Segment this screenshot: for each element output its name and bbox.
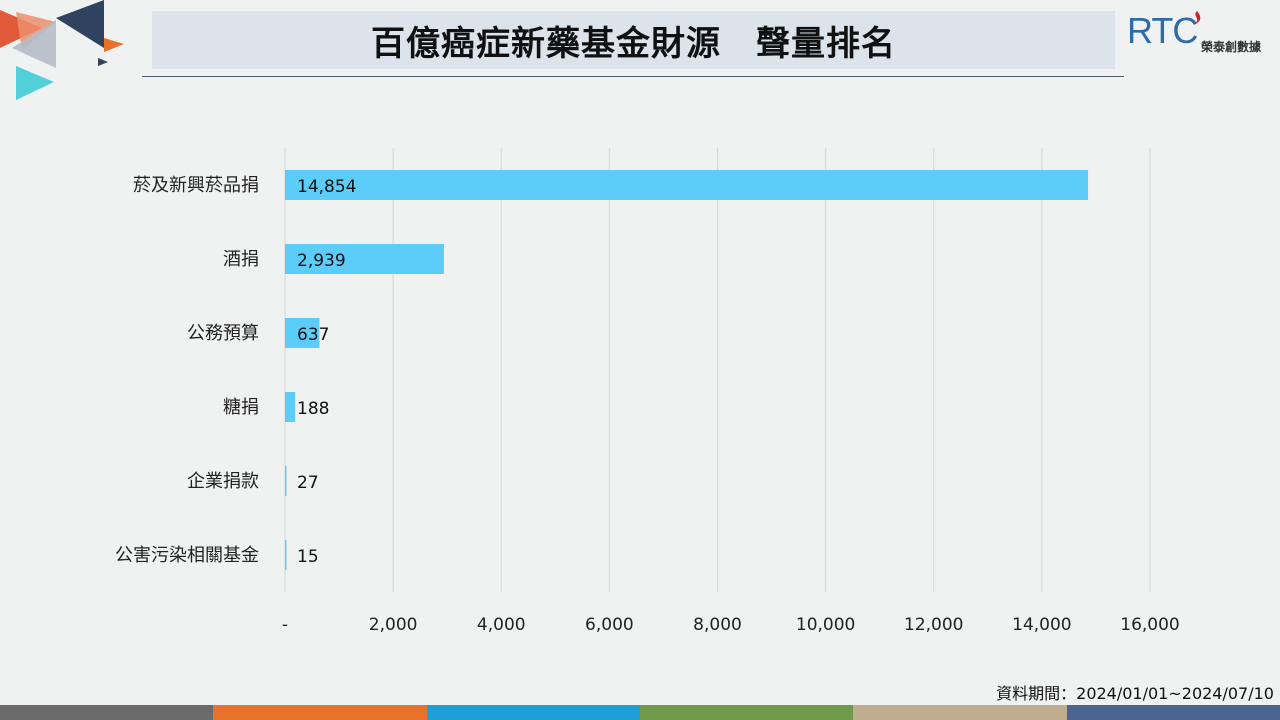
bar [285,318,320,348]
page-title: 百億癌症新藥基金財源 聲量排名 [371,23,896,64]
x-tick-label: 2,000 [369,615,418,635]
x-tick-label: 14,000 [1012,615,1071,635]
category-label: 公務預算 [187,323,259,344]
footer-color-segment [1066,705,1280,720]
category-label: 菸及新興菸品捐 [133,175,259,196]
x-tick-label: 6,000 [585,615,634,635]
logo-subtitle: 榮泰創數據 [1201,40,1262,54]
category-label: 酒捐 [223,249,259,270]
title-bar: 百億癌症新藥基金財源 聲量排名 [152,11,1115,69]
category-label: 企業捐款 [187,471,259,492]
x-tick-label: 8,000 [693,615,742,635]
logo-mark: RTC [1127,10,1198,51]
footer-color-segment [426,705,640,720]
footer-color-segment [213,705,427,720]
bar [285,170,1089,200]
x-tick-label: 4,000 [477,615,526,635]
corner-decoration [0,0,124,100]
data-period-note: 資料期間：2024/01/01~2024/07/10 [996,684,1274,703]
bar [285,540,287,570]
footer-color-segment [853,705,1067,720]
logo-flame-icon [1195,11,1201,24]
bar [285,466,287,496]
footer-color-strip [0,705,1280,720]
x-tick-label: 10,000 [796,615,855,635]
x-tick-label: - [282,615,288,635]
value-label: 14,854 [297,177,356,197]
value-label: 27 [297,473,319,493]
company-logo: RTC 榮泰創數據 [1127,10,1277,58]
category-label: 糖捐 [223,397,259,418]
footer-color-segment [639,705,854,720]
value-label: 15 [297,547,319,567]
category-label: 公害污染相關基金 [115,545,259,566]
bar [285,244,444,274]
x-tick-label: 16,000 [1120,615,1179,635]
value-label: 637 [297,325,329,345]
bar [285,392,296,422]
footer-color-segment [0,705,214,720]
title-divider [142,76,1124,77]
value-label: 188 [297,399,329,419]
x-tick-label: 12,000 [904,615,963,635]
value-label: 2,939 [297,251,346,271]
